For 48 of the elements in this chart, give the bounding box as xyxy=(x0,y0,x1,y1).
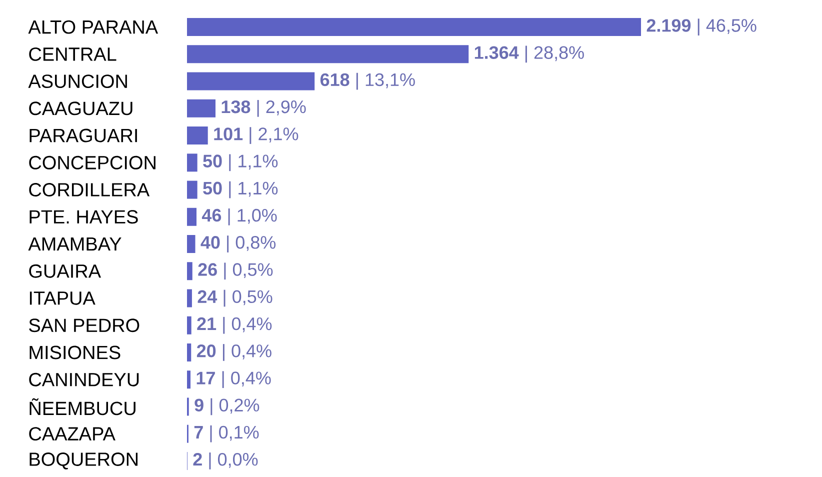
data-label: 26 | 0,5% xyxy=(198,262,273,280)
bar xyxy=(187,180,198,199)
y-tick-label: CENTRAL xyxy=(29,47,116,61)
y-tick-label: GUAIRA xyxy=(29,264,101,278)
y-tick-label: CONCEPCION xyxy=(29,156,156,170)
bar xyxy=(187,18,642,36)
data-label: 9 | 0,2% xyxy=(194,398,260,416)
data-label: 618 | 13,1% xyxy=(320,72,415,90)
data-label: 20 | 0,4% xyxy=(196,344,272,361)
bar xyxy=(187,126,208,145)
y-tick-label: CORDILLERA xyxy=(29,183,150,196)
y-tick-label: ASUNCION xyxy=(28,74,127,88)
data-label: 2 | 0,0% xyxy=(193,452,258,470)
data-label: 40 | 0,8% xyxy=(200,236,276,252)
y-tick-label: CAAZAPA xyxy=(29,427,116,441)
data-label: 50 | 1,1% xyxy=(203,181,278,198)
y-tick-label: PARAGUARI xyxy=(30,128,137,142)
bar xyxy=(187,262,192,280)
data-label: 138 | 2,9% xyxy=(222,100,306,117)
bar xyxy=(187,316,192,334)
bar xyxy=(187,289,192,308)
bar xyxy=(187,343,192,362)
data-label: 2.199 | 46,5% xyxy=(646,18,756,36)
bar xyxy=(187,154,198,172)
y-tick-label: ÑEEMBUCU xyxy=(30,398,136,416)
data-label: 24 | 0,5% xyxy=(198,290,272,307)
y-tick-label: CANINDEYU xyxy=(29,372,139,386)
y-tick-label: ITAPUA xyxy=(30,292,96,305)
y-tick-label: CAAGUAZU xyxy=(29,102,132,116)
y-tick-label: MISIONES xyxy=(30,346,120,360)
data-label: 21 | 0,4% xyxy=(197,316,272,334)
data-label: 46 | 1,0% xyxy=(202,208,277,226)
bar xyxy=(187,208,196,226)
y-tick-label: PTE. HAYES xyxy=(30,210,138,224)
bar xyxy=(187,72,315,90)
y-tick-label: AMAMBAY xyxy=(28,237,122,251)
bar xyxy=(187,370,191,389)
bar xyxy=(187,45,469,64)
y-tick-label: SAN PEDRO xyxy=(29,318,140,332)
data-label: 50 | 1,1% xyxy=(203,154,278,172)
data-label: 1.364 | 28,8% xyxy=(474,46,584,63)
data-label: 101 | 2,1% xyxy=(214,127,298,144)
y-tick-label: BOQUERON xyxy=(30,452,138,470)
data-label: 7 | 0,1% xyxy=(194,425,259,442)
y-tick-label: ALTO PARANA xyxy=(28,20,158,34)
bar xyxy=(187,235,196,254)
data-label: 17 | 0,4% xyxy=(196,371,271,388)
bar xyxy=(187,99,216,118)
